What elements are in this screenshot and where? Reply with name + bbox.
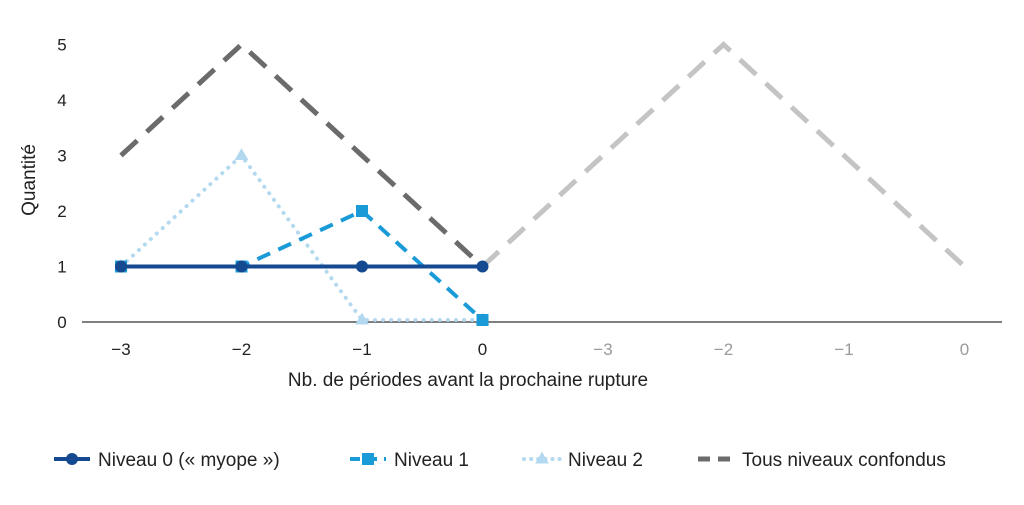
legend-item: Niveau 2 (522, 450, 643, 471)
series-group (114, 41, 967, 326)
series-0 (115, 260, 489, 273)
x-tick-label: −2 (714, 340, 733, 359)
legend: Niveau 0 (« myope ») Niveau 1 Niveau 2 Tous… (54, 450, 946, 471)
series-line (119, 41, 485, 269)
legend-label: Niveau 0 (« myope ») (98, 450, 280, 471)
data-point (356, 205, 368, 217)
legend-marker (535, 451, 549, 464)
x-tick-label: −1 (352, 340, 371, 359)
y-tick-label: 4 (57, 91, 66, 110)
series-line (480, 41, 967, 269)
x-tick-label: 0 (960, 340, 969, 359)
x-tick-label: −2 (232, 340, 251, 359)
y-tick-label: 3 (57, 147, 66, 166)
series-4 (480, 41, 967, 269)
series-2 (114, 148, 490, 325)
x-tick-label: −1 (834, 340, 853, 359)
y-tick-label: 2 (57, 202, 66, 221)
legend-item: Niveau 0 (« myope ») (54, 450, 280, 471)
y-ticks: 0 1 2 3 4 5 (57, 36, 66, 333)
x-tick-label: −3 (111, 340, 130, 359)
y-tick-label: 0 (57, 313, 66, 332)
x-tick-label: 0 (478, 340, 487, 359)
legend-item: Tous niveaux confondus (698, 450, 946, 471)
y-tick-label: 5 (57, 36, 66, 55)
legend-item: Niveau 1 (350, 450, 469, 471)
series-3 (119, 41, 485, 269)
data-point (355, 312, 369, 325)
x-ticks: −3 −2 −1 0 −3 −2 −1 0 (111, 340, 969, 359)
legend-label: Tous niveaux confondus (742, 450, 946, 471)
y-tick-label: 1 (57, 258, 66, 277)
legend-marker (66, 453, 78, 465)
x-axis-label: Nb. de périodes avant la prochaine ruptu… (288, 370, 648, 391)
data-point (476, 260, 489, 273)
data-point (356, 260, 368, 273)
legend-label: Niveau 1 (394, 450, 469, 471)
legend-label: Niveau 2 (568, 450, 643, 471)
x-tick-label: −3 (593, 340, 612, 359)
y-axis-label: Quantité (19, 144, 40, 216)
data-point (115, 260, 127, 273)
data-point (476, 314, 489, 326)
data-point (235, 260, 248, 273)
legend-marker (362, 453, 374, 465)
data-point (234, 148, 249, 161)
